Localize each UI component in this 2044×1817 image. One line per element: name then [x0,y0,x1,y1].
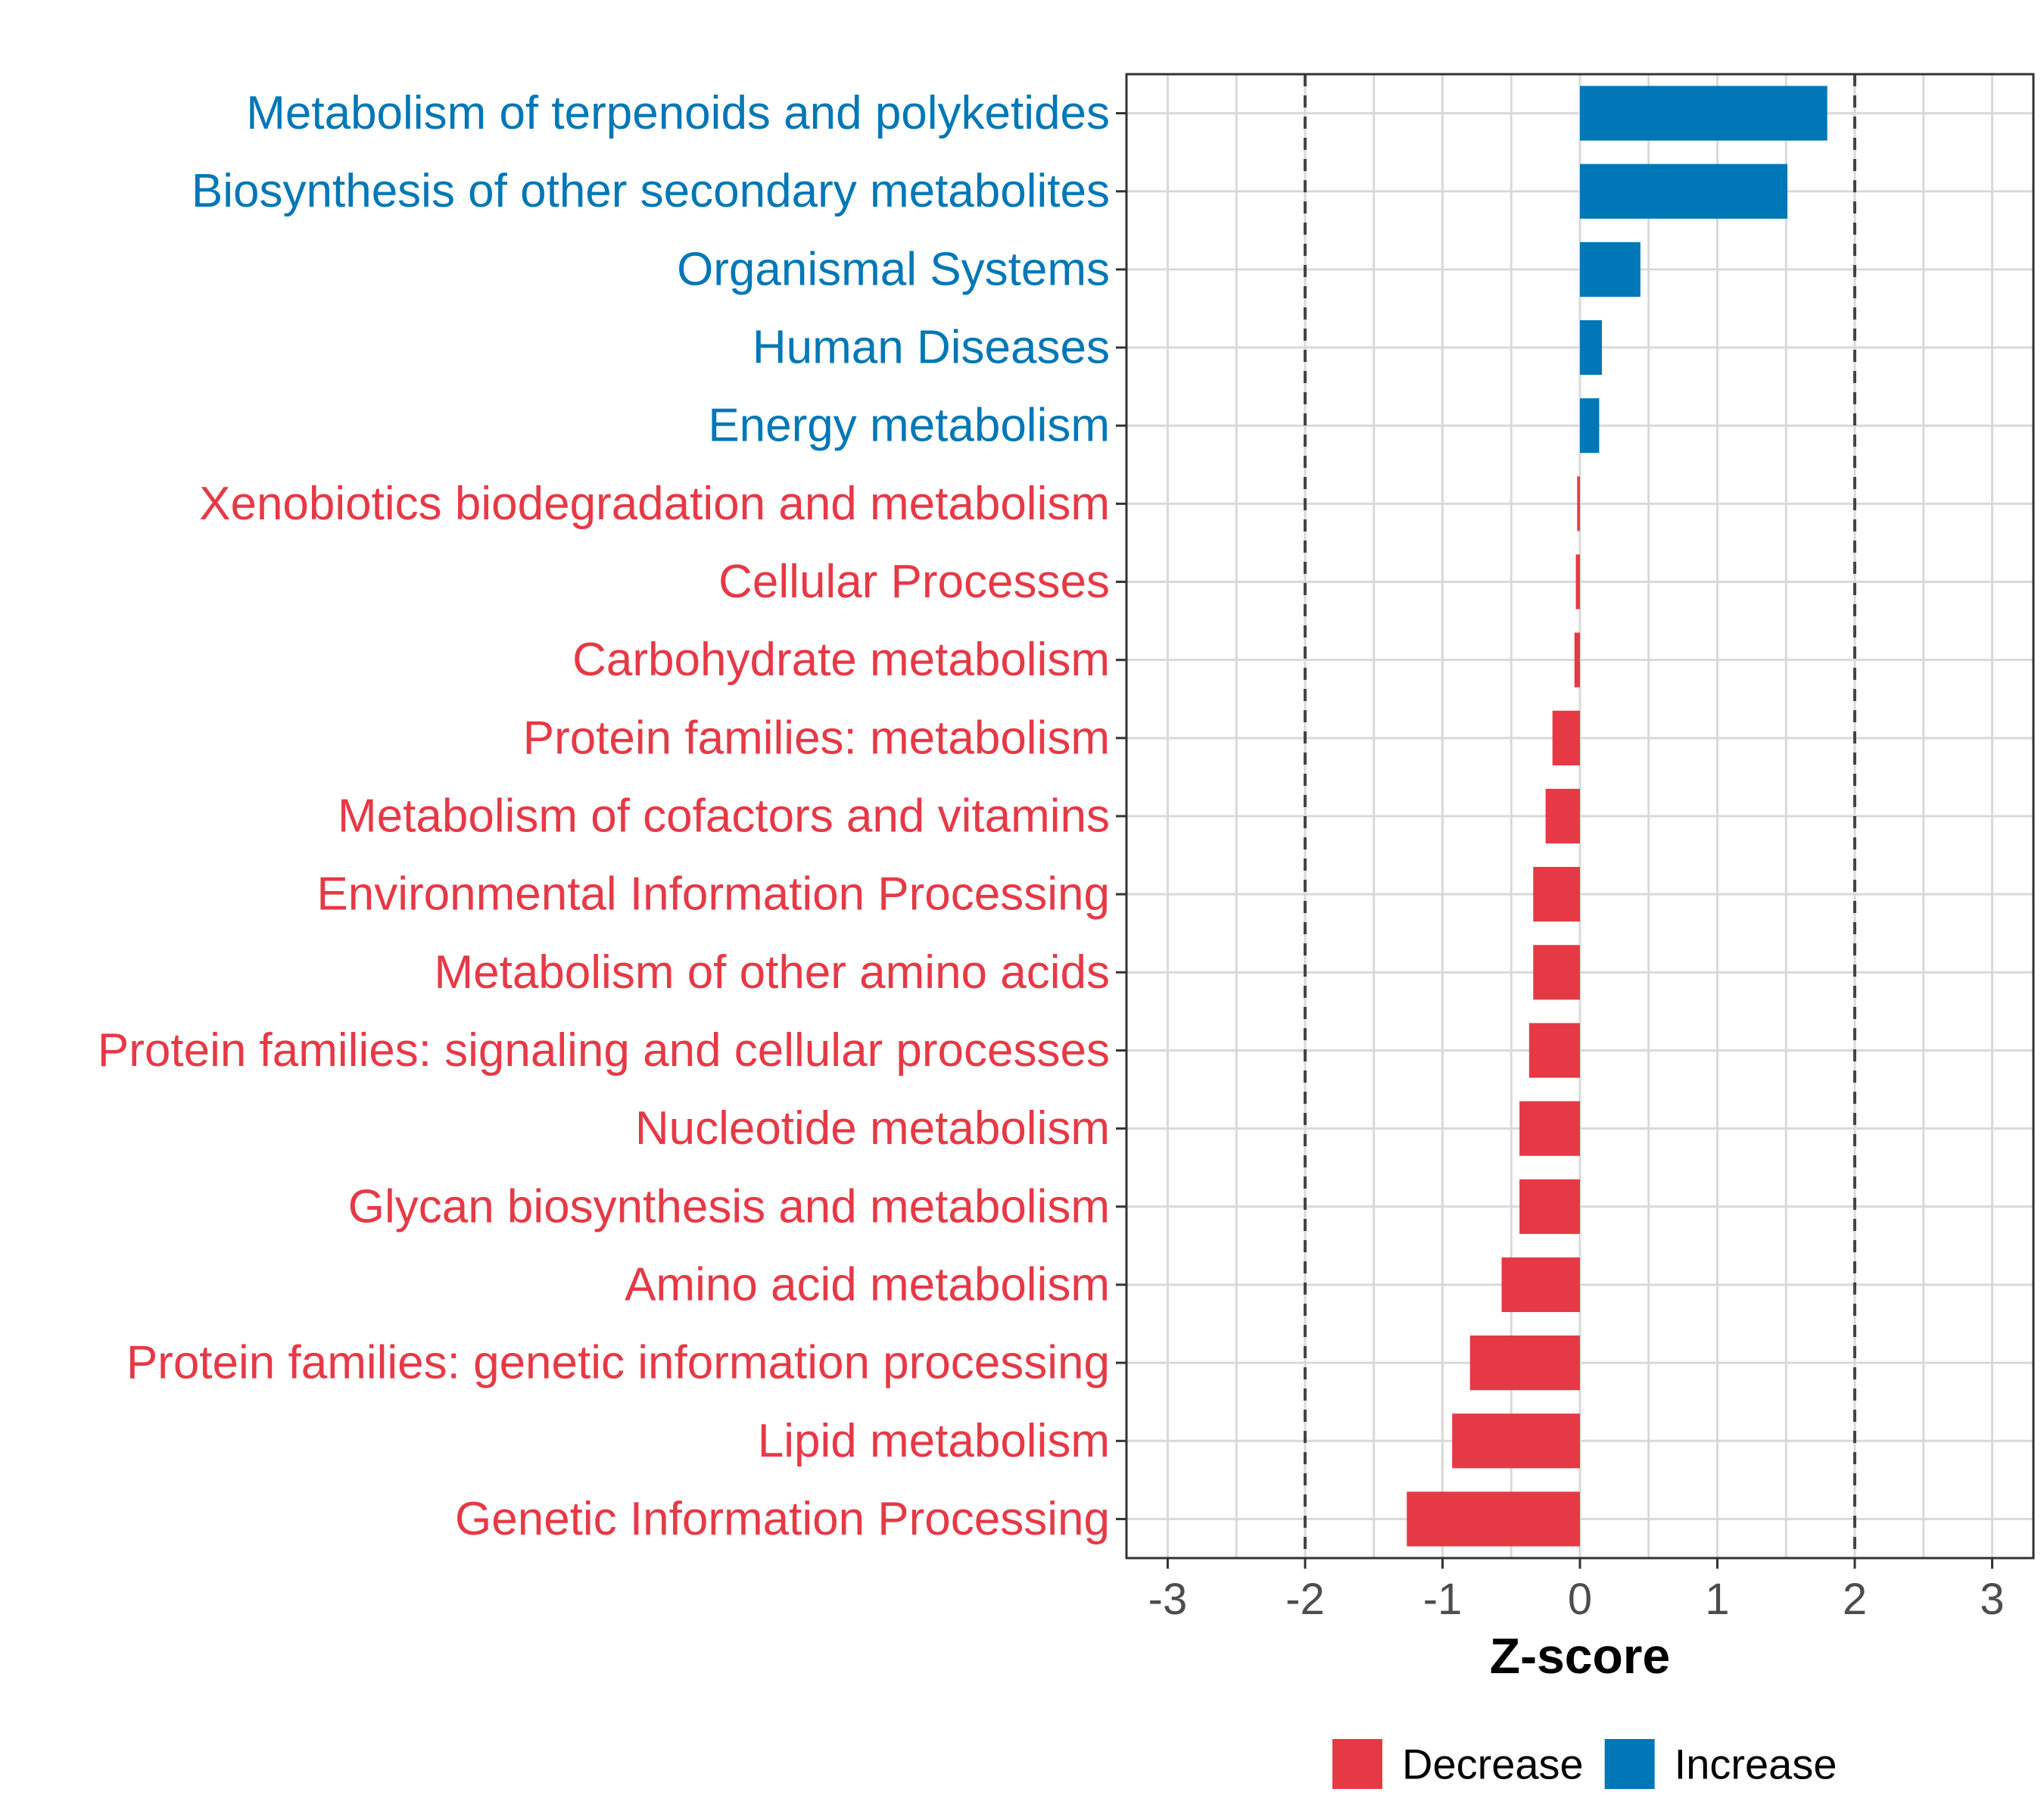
bar [1580,319,1603,376]
category-label: Metabolism of other amino acids [434,946,1110,999]
bar [1575,554,1580,609]
category-label: Biosynthesis of other secondary metaboli… [192,165,1110,217]
category-label: Genetic Information Processing [455,1493,1110,1545]
x-tick-label: -1 [1423,1575,1463,1624]
x-tick-label: 0 [1568,1575,1592,1624]
category-label: Cellular Processes [718,556,1110,608]
legend-label: Decrease [1402,1741,1584,1788]
bar [1469,1335,1580,1391]
bar [1574,632,1580,687]
category-label: Metabolism of cofactors and vitamins [338,790,1110,843]
bar [1519,1179,1580,1234]
bar [1501,1257,1580,1313]
reference-lines [1303,74,1857,1558]
category-label: Organismal Systems [677,243,1110,295]
category-label: Protein families: signaling and cellular… [98,1024,1110,1077]
category-label: Human Diseases [752,322,1110,374]
x-tick-label: -2 [1285,1575,1325,1624]
legend-key [1604,1739,1655,1789]
category-labels: Metabolism of terpenoids and polyketides… [98,87,1110,1545]
category-label: Amino acid metabolism [625,1258,1110,1311]
category-label: Environmental Information Processing [316,868,1110,921]
x-tick-label: 2 [1843,1575,1867,1624]
x-tick-label: 3 [1980,1575,2004,1624]
category-label: Lipid metabolism [758,1415,1110,1467]
bar [1533,945,1580,1000]
y-axis-ticks [1116,112,1126,1520]
category-label: Carbohydrate metabolism [572,634,1110,686]
category-label: Protein families: metabolism [523,712,1110,764]
bar [1545,788,1580,844]
x-axis-title: Z-score [1490,1628,1670,1684]
bar [1452,1413,1580,1469]
category-label: Glycan biosynthesis and metabolism [348,1180,1110,1233]
category-label: Energy metabolism [708,400,1110,452]
legend-key [1332,1739,1382,1789]
bar [1528,1023,1580,1078]
legend: Decrease Increase [1332,1739,1837,1789]
x-tick-label: -3 [1148,1575,1188,1624]
category-label: Xenobiotics biodegradation and metabolis… [199,478,1110,530]
bar [1580,164,1788,219]
x-tick-label: 1 [1705,1575,1729,1624]
bar [1580,86,1827,141]
bar [1407,1491,1580,1547]
bar [1580,242,1640,297]
category-label: Metabolism of terpenoids and polyketides [246,87,1110,139]
bars [1407,86,1827,1547]
bar [1577,476,1580,531]
legend-label: Increase [1675,1741,1837,1788]
bar [1519,1101,1580,1156]
category-label: Protein families: genetic information pr… [126,1337,1110,1389]
bar [1533,867,1580,922]
bar [1552,710,1580,765]
bar [1580,398,1600,453]
category-label: Nucleotide metabolism [635,1102,1110,1155]
x-axis-ticks: -3 -2 -1 0 1 2 3 [1148,1558,2005,1624]
